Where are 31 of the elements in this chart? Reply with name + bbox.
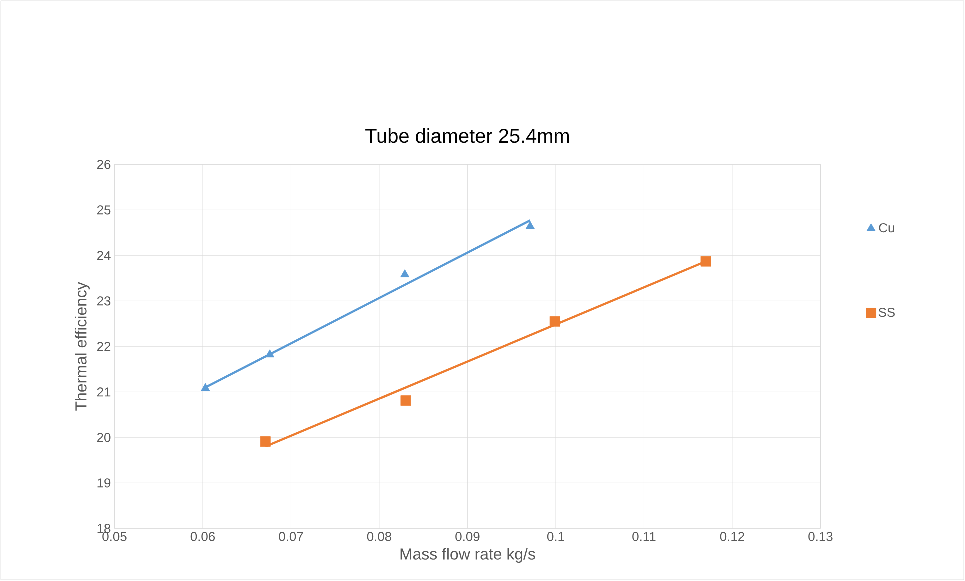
point bbox=[550, 316, 560, 327]
point bbox=[700, 256, 712, 267]
y-tick-label: 24 bbox=[97, 251, 111, 260]
y-tick-label: 18 bbox=[98, 524, 111, 534]
x-tick-label: 0.12 bbox=[720, 532, 744, 542]
y-tick-label: 26 bbox=[97, 160, 111, 170]
x-tick-label: 0.11 bbox=[632, 532, 656, 542]
y-tick-label: 25 bbox=[97, 206, 111, 215]
y-tick-label: 21 bbox=[97, 388, 111, 397]
point bbox=[201, 383, 210, 392]
x-tick-label: 0.1 bbox=[547, 532, 564, 542]
x-tick-label: 0.13 bbox=[808, 532, 833, 542]
x-tick-label: 0.06 bbox=[190, 532, 216, 542]
y-tick-label: 22 bbox=[97, 342, 111, 352]
point bbox=[400, 270, 410, 278]
chart-title: Tube diameter 25.4mm bbox=[366, 128, 569, 144]
y-tick-label: 19 bbox=[98, 478, 111, 488]
x-axis-title: Mass flow rate kg/s bbox=[400, 548, 536, 564]
point bbox=[526, 221, 535, 230]
x-tick-label: 0.09 bbox=[456, 532, 480, 542]
y-tick-label: 23 bbox=[97, 296, 111, 306]
y-tick-label: 20 bbox=[97, 433, 111, 442]
x-tick-label: 0.07 bbox=[279, 532, 304, 542]
y-axis-title: Thermal efficiency bbox=[75, 282, 90, 411]
point bbox=[266, 350, 275, 358]
x-tick-label: 0.08 bbox=[367, 532, 392, 542]
legend-label: Cu bbox=[879, 223, 894, 233]
x-tick-label: 0.05 bbox=[102, 532, 127, 542]
point bbox=[400, 396, 412, 406]
point bbox=[260, 436, 271, 447]
legend-label: SS bbox=[878, 308, 895, 318]
